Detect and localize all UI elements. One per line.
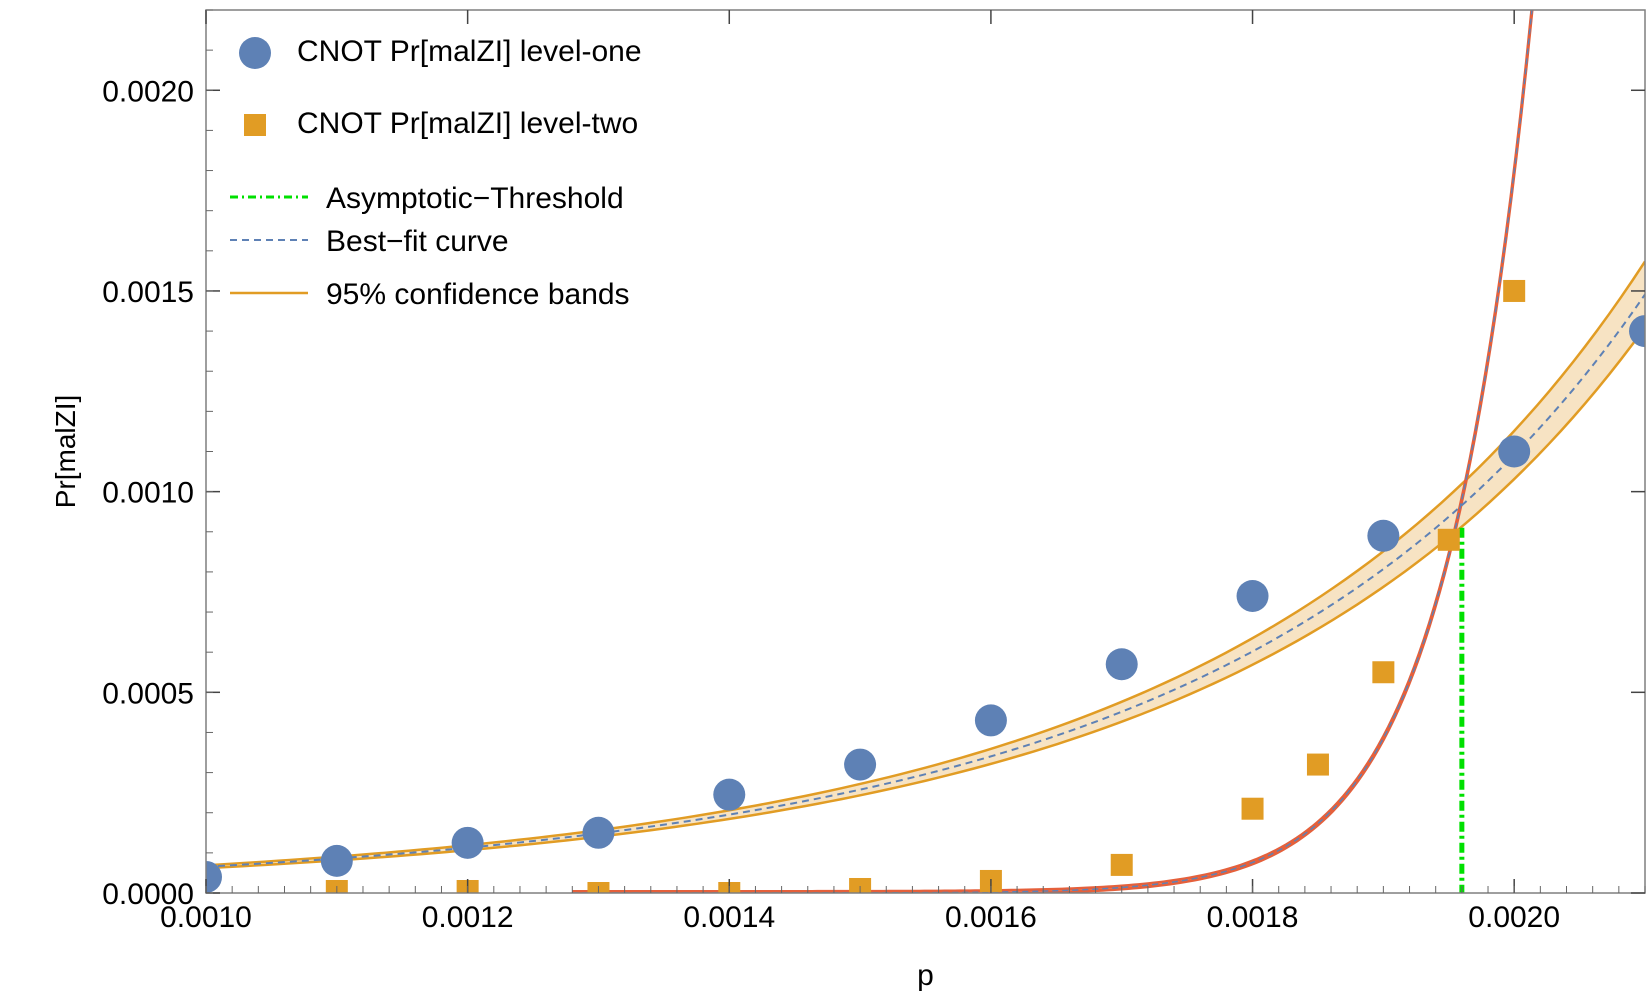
y-axis-label: Pr[malZI] (50, 395, 81, 509)
level-one-point (451, 826, 484, 859)
x-tick-label: 0.0016 (945, 901, 1037, 934)
level-one-point (1629, 315, 1645, 348)
x-tick-label: 0.0014 (683, 901, 775, 934)
legend: CNOT Pr[malZI] level-one CNOT Pr[malZI] l… (230, 35, 642, 311)
legend-label: Best−fit curve (326, 225, 509, 258)
level-two-point (1110, 853, 1133, 876)
confidence-bands (206, 10, 1645, 893)
level-one-lower-band (206, 326, 1645, 870)
x-tick-label: 0.0020 (1468, 901, 1560, 934)
legend-label: Asymptotic−Threshold (326, 182, 624, 215)
level-two-point (1503, 279, 1526, 302)
y-tick-label: 0.0015 (102, 276, 194, 309)
legend-level-two-marker (244, 114, 266, 136)
x-axis-label: p (917, 959, 934, 992)
y-tick-label: 0.0020 (102, 75, 194, 108)
axes: 0.0010 0.0012 0.0014 0.0016 0.0018 0.0020 0.00… (102, 9, 1646, 934)
level-one-best-fit (206, 293, 1645, 868)
level-one-point (1236, 579, 1269, 612)
y-tick-label: 0.0005 (102, 677, 194, 710)
level-one-upper-band (206, 260, 1645, 867)
legend-level-one-marker (239, 37, 271, 69)
level-one-point (974, 704, 1007, 737)
legend-label: CNOT Pr[malZI] level-two (297, 107, 638, 140)
level-two-point (1437, 528, 1460, 551)
level-one-point (582, 816, 615, 849)
level-one-point (1367, 519, 1400, 552)
level-two-lower-band (572, 10, 1534, 893)
legend-label: 95% confidence bands (326, 278, 630, 311)
y-tick-label: 0.0010 (102, 477, 194, 510)
level-two-point (1372, 661, 1395, 684)
level-one-point (320, 844, 353, 877)
x-tick-label: 0.0012 (422, 901, 514, 934)
x-tick-label: 0.0018 (1207, 901, 1299, 934)
x-tick-label: 0.0010 (160, 901, 252, 934)
y-tick-label: 0.0000 (102, 878, 194, 911)
level-one-point (206, 860, 222, 893)
legend-label: CNOT Pr[malZI] level-one (297, 35, 642, 68)
level-two-point (1306, 753, 1329, 776)
level-one-point (1498, 435, 1531, 468)
level-two-point (1241, 797, 1264, 820)
level-one-point (713, 778, 746, 811)
level-two-point (849, 877, 872, 893)
level-one-point (844, 748, 877, 781)
level-one-point (1105, 648, 1138, 681)
